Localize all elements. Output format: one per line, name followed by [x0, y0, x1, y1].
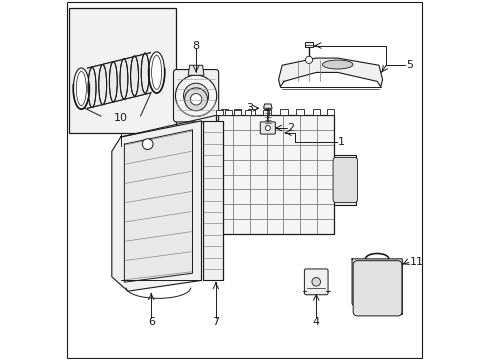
Polygon shape: [87, 53, 150, 108]
Bar: [221, 109, 228, 116]
Bar: [247, 109, 255, 116]
Bar: [280, 109, 287, 116]
Polygon shape: [351, 259, 402, 315]
Polygon shape: [112, 121, 201, 291]
Polygon shape: [263, 104, 271, 108]
Bar: [333, 155, 356, 205]
Ellipse shape: [183, 83, 208, 108]
Circle shape: [305, 56, 312, 63]
Bar: [203, 121, 223, 280]
Bar: [69, 8, 176, 134]
Bar: [224, 110, 231, 116]
Bar: [244, 110, 251, 116]
Text: 7: 7: [212, 317, 219, 327]
Text: 3: 3: [246, 103, 253, 113]
Circle shape: [311, 278, 320, 286]
Ellipse shape: [175, 75, 216, 116]
Ellipse shape: [322, 60, 352, 69]
Bar: [234, 110, 240, 116]
Bar: [233, 109, 241, 116]
Bar: [312, 109, 319, 116]
Text: 2: 2: [287, 123, 294, 133]
Bar: [264, 109, 271, 116]
FancyBboxPatch shape: [260, 122, 275, 134]
Ellipse shape: [76, 72, 86, 105]
FancyBboxPatch shape: [304, 269, 327, 295]
Bar: [216, 110, 222, 116]
FancyBboxPatch shape: [173, 69, 218, 122]
Ellipse shape: [151, 55, 162, 89]
FancyBboxPatch shape: [332, 157, 357, 203]
Bar: [215, 116, 333, 234]
Text: 9: 9: [117, 143, 124, 153]
Text: 1: 1: [337, 138, 344, 147]
Text: 8: 8: [192, 41, 199, 50]
Text: 4: 4: [312, 317, 319, 327]
Polygon shape: [188, 65, 203, 75]
Text: 5: 5: [405, 60, 412, 70]
Bar: [262, 110, 269, 116]
Circle shape: [142, 139, 153, 149]
Bar: [326, 109, 333, 116]
FancyBboxPatch shape: [352, 261, 401, 316]
Circle shape: [265, 126, 270, 131]
Polygon shape: [278, 58, 382, 87]
Text: 10: 10: [114, 113, 127, 123]
Ellipse shape: [73, 68, 89, 109]
Bar: [296, 109, 303, 116]
Ellipse shape: [148, 52, 164, 93]
Polygon shape: [124, 130, 192, 282]
Polygon shape: [304, 42, 313, 47]
Circle shape: [190, 94, 202, 105]
Text: 6: 6: [147, 317, 154, 327]
Text: 11: 11: [408, 257, 423, 267]
Circle shape: [184, 88, 207, 111]
